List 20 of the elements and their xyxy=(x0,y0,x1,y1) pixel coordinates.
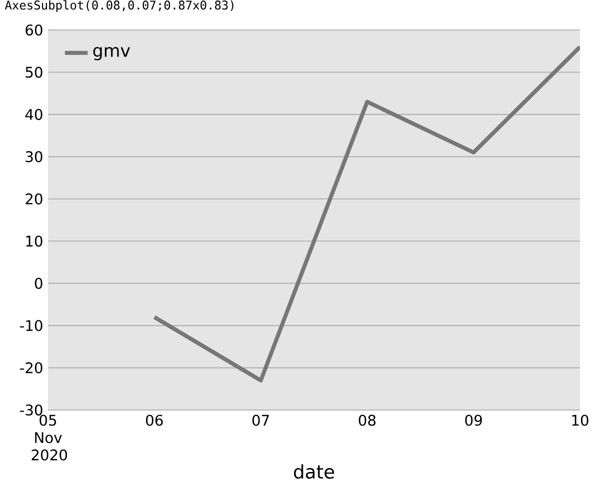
y-tick-label: -10 xyxy=(20,320,42,332)
y-tick-label: 40 xyxy=(25,108,42,120)
x-tick-label: 06 xyxy=(146,414,163,426)
y-tick-label: 30 xyxy=(26,151,42,162)
x-tick-label: 08 xyxy=(358,414,376,426)
y-tick-label: 60 xyxy=(26,24,42,36)
y-tick-label: 20 xyxy=(26,193,42,204)
y-tick-label: -30 xyxy=(20,404,42,416)
x-tick-label: 10 xyxy=(572,414,588,426)
chart-title: AxesSubplot(0.08,0.07;0.87x0.83) xyxy=(4,0,234,12)
y-tick-label: 50 xyxy=(26,66,42,78)
x-tick-label: 07 xyxy=(252,414,269,426)
x-tick-label: 09 xyxy=(465,414,482,426)
y-tick-label: 0 xyxy=(34,278,42,289)
x-tick-label: 05 Nov 2020 xyxy=(32,414,67,460)
x-axis-title: date xyxy=(294,464,334,479)
y-tick-label: -20 xyxy=(20,362,42,374)
y-tick-label: 10 xyxy=(26,236,42,247)
legend-label: gmv xyxy=(93,47,130,60)
line-series xyxy=(152,44,580,382)
